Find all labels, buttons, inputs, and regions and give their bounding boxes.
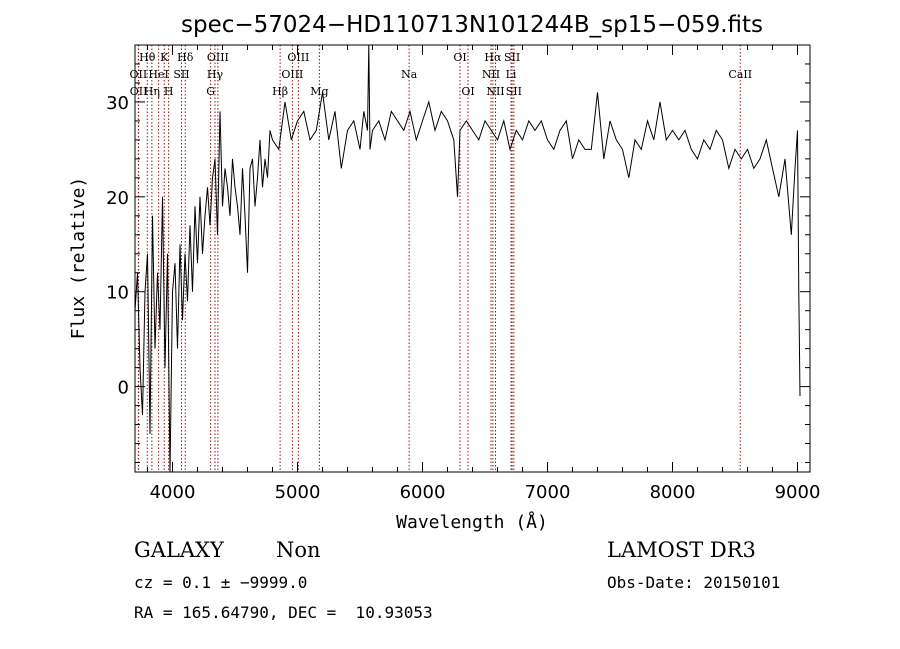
- observation-date: Obs-Date: 20150101: [607, 573, 781, 592]
- marker-label-11: G: [206, 85, 215, 98]
- marker-label-19: NII: [482, 68, 500, 81]
- marker-label-6: H: [164, 85, 174, 98]
- marker-label-23: Li: [506, 68, 517, 81]
- x-tick-label-1: 5000: [275, 482, 321, 503]
- x-axis-label: Wavelength (Å): [396, 511, 548, 533]
- y-tick-label-2: 20: [106, 188, 129, 209]
- chart-title: spec−57024−HD110713N101244B_sp15−059.fit…: [181, 12, 763, 38]
- marker-label-4: HeI: [148, 68, 168, 81]
- marker-label-1: OII: [130, 85, 148, 98]
- object-subclass: Non: [276, 538, 321, 562]
- x-tick-label-4: 8000: [650, 482, 696, 503]
- object-class: GALAXY: [134, 538, 224, 562]
- spectrum-series-line: [134, 44, 801, 473]
- marker-label-7: Hδ: [177, 51, 194, 64]
- y-tick-label-1: 10: [106, 283, 129, 304]
- marker-label-14: OIII: [287, 51, 309, 64]
- x-tick-label-2: 6000: [400, 482, 446, 503]
- marker-label-17: OI: [453, 51, 466, 64]
- coordinates-readout: RA = 165.64790, DEC = 10.93053: [134, 603, 433, 622]
- y-axis: 0 10 20 30: [106, 44, 810, 464]
- marker-label-24: SII: [506, 85, 522, 98]
- marker-label-10: Hγ: [207, 68, 224, 81]
- marker-label-18: OI: [461, 85, 474, 98]
- marker-label-15: Mg: [310, 85, 328, 98]
- marker-label-20: Hα: [484, 51, 502, 64]
- x-tick-label-3: 7000: [525, 482, 571, 503]
- survey-name: LAMOST DR3: [607, 538, 756, 562]
- y-tick-label-0: 0: [118, 378, 129, 399]
- marker-label-21: NII: [486, 85, 504, 98]
- plot-frame: [134, 44, 811, 473]
- marker-label-0: OII: [130, 68, 148, 81]
- x-tick-label-5: 9000: [775, 482, 821, 503]
- emission-line-labels: OII OII Hθ Hη HeI K H Hδ SII OIII Hγ G Hβ OIII OIII Mg N…: [130, 51, 753, 98]
- marker-label-3: Hη: [144, 85, 160, 98]
- x-tick-label-0: 4000: [150, 482, 196, 503]
- y-tick-label-3: 30: [106, 93, 129, 114]
- marker-label-22: SII: [504, 51, 520, 64]
- emission-line-markers: [137, 45, 741, 472]
- marker-label-13: OIII: [281, 68, 303, 81]
- x-axis: 4000 5000 6000 7000 8000 9000: [147, 45, 821, 503]
- y-axis-label: Flux (relative): [68, 177, 89, 340]
- marker-label-12: Hβ: [272, 85, 288, 98]
- marker-label-8: SII: [173, 68, 189, 81]
- redshift-readout: cz = 0.1 ± −9999.0: [134, 573, 308, 592]
- marker-label-2: Hθ: [139, 51, 156, 64]
- marker-label-25: CaII: [728, 68, 752, 81]
- marker-label-16: Na: [401, 68, 418, 81]
- marker-label-5: K: [160, 51, 169, 64]
- marker-label-9: OIII: [207, 51, 229, 64]
